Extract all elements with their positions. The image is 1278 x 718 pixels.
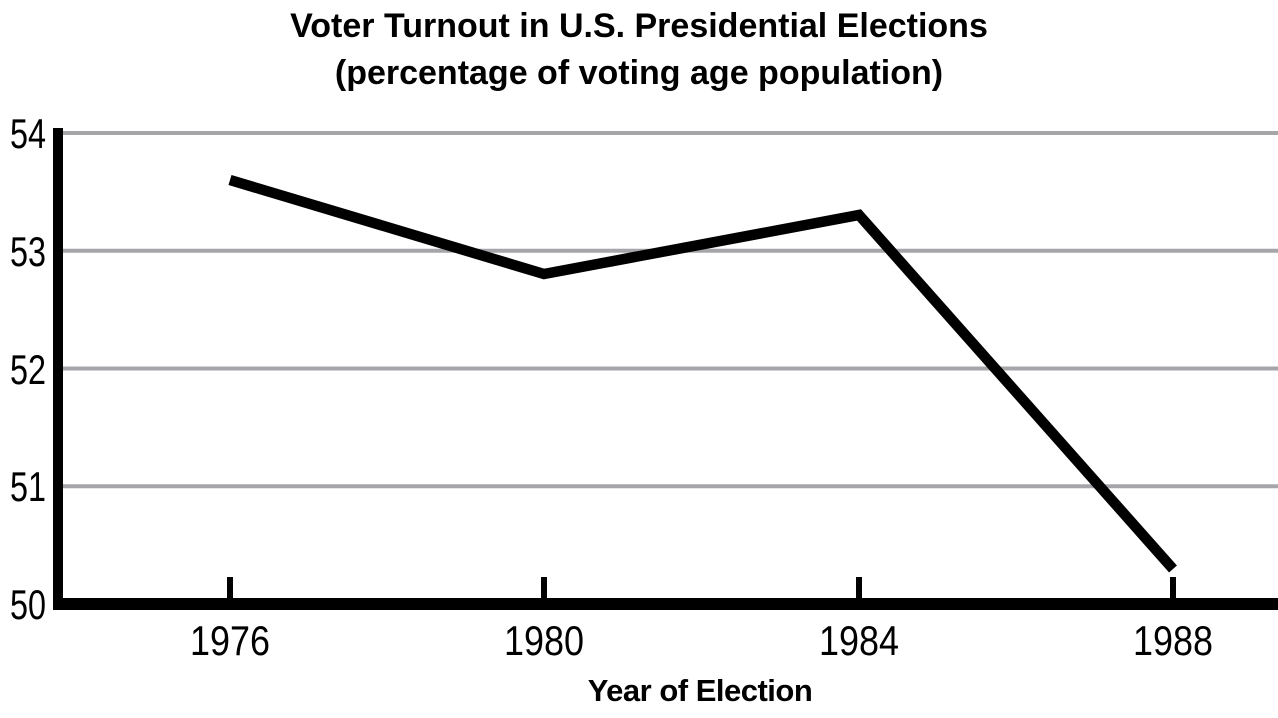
y-tick-label-50: 50: [10, 581, 46, 628]
y-tick-label-54: 54: [10, 110, 46, 157]
x-tick-label-1984: 1984: [819, 617, 899, 664]
x-axis-title: Year of Election: [587, 673, 813, 708]
x-tick-label-1980: 1980: [504, 617, 584, 664]
voter-turnout-series-line: [228, 174, 1177, 573]
chart-subtitle: (percentage of voting age population): [334, 54, 944, 92]
y-tick-label-51: 51: [10, 463, 46, 510]
y-tick-label-53: 53: [10, 228, 46, 275]
chart-title: Voter Turnout in U.S. Presidential Elect…: [290, 7, 988, 45]
chart-title-block: Voter Turnout in U.S. Presidential Elect…: [0, 3, 1278, 97]
x-tick-label-1988: 1988: [1133, 617, 1213, 664]
x-tick-label-1976: 1976: [190, 617, 270, 664]
y-tick-label-52: 52: [10, 346, 46, 393]
